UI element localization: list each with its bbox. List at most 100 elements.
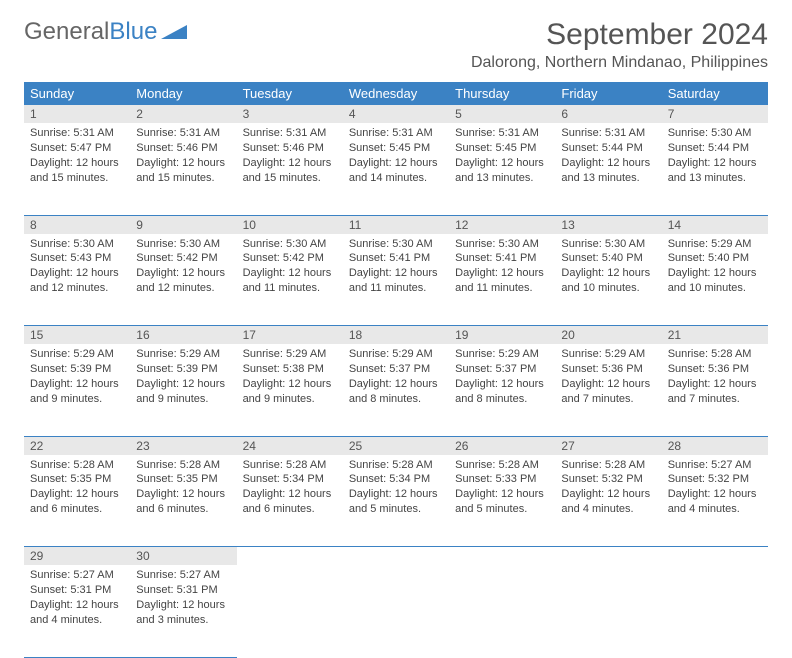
day-number: 9 bbox=[130, 216, 236, 234]
day-number: 11 bbox=[343, 216, 449, 234]
day-details: Sunrise: 5:30 AMSunset: 5:42 PMDaylight:… bbox=[237, 234, 343, 302]
day-details: Sunrise: 5:29 AMSunset: 5:37 PMDaylight:… bbox=[449, 344, 555, 412]
day-number: 28 bbox=[662, 437, 768, 455]
day-number: 4 bbox=[343, 105, 449, 123]
day-header-row: SundayMondayTuesdayWednesdayThursdayFrid… bbox=[24, 82, 768, 105]
day-number-cell: 18 bbox=[343, 326, 449, 345]
day-content-cell: Sunrise: 5:30 AMSunset: 5:41 PMDaylight:… bbox=[449, 234, 555, 326]
day-content-cell: Sunrise: 5:30 AMSunset: 5:41 PMDaylight:… bbox=[343, 234, 449, 326]
day-number: 12 bbox=[449, 216, 555, 234]
day-header: Thursday bbox=[449, 82, 555, 105]
day-details: Sunrise: 5:29 AMSunset: 5:36 PMDaylight:… bbox=[555, 344, 661, 412]
day-number: 30 bbox=[130, 547, 236, 565]
day-number: 7 bbox=[662, 105, 768, 123]
day-details: Sunrise: 5:31 AMSunset: 5:47 PMDaylight:… bbox=[24, 123, 130, 191]
day-details: Sunrise: 5:28 AMSunset: 5:36 PMDaylight:… bbox=[662, 344, 768, 412]
day-number-cell: 14 bbox=[662, 215, 768, 234]
day-content-cell: Sunrise: 5:29 AMSunset: 5:36 PMDaylight:… bbox=[555, 344, 661, 436]
day-content-cell: Sunrise: 5:31 AMSunset: 5:44 PMDaylight:… bbox=[555, 123, 661, 215]
day-number-cell bbox=[555, 547, 661, 566]
day-content-cell: Sunrise: 5:27 AMSunset: 5:31 PMDaylight:… bbox=[130, 565, 236, 657]
day-number: 26 bbox=[449, 437, 555, 455]
day-content-cell: Sunrise: 5:29 AMSunset: 5:39 PMDaylight:… bbox=[130, 344, 236, 436]
day-details: Sunrise: 5:31 AMSunset: 5:45 PMDaylight:… bbox=[449, 123, 555, 191]
day-details: Sunrise: 5:27 AMSunset: 5:31 PMDaylight:… bbox=[130, 565, 236, 633]
day-number: 14 bbox=[662, 216, 768, 234]
day-number-cell: 22 bbox=[24, 436, 130, 455]
day-content-cell bbox=[343, 565, 449, 657]
day-number-cell: 30 bbox=[130, 547, 236, 566]
day-number-cell bbox=[449, 547, 555, 566]
day-number: 6 bbox=[555, 105, 661, 123]
day-details: Sunrise: 5:28 AMSunset: 5:33 PMDaylight:… bbox=[449, 455, 555, 523]
day-details: Sunrise: 5:30 AMSunset: 5:44 PMDaylight:… bbox=[662, 123, 768, 191]
day-content-cell: Sunrise: 5:31 AMSunset: 5:45 PMDaylight:… bbox=[449, 123, 555, 215]
day-number: 23 bbox=[130, 437, 236, 455]
day-content-cell: Sunrise: 5:29 AMSunset: 5:37 PMDaylight:… bbox=[449, 344, 555, 436]
day-number-cell: 7 bbox=[662, 105, 768, 123]
week-daynum-row: 2930 bbox=[24, 547, 768, 566]
day-header: Wednesday bbox=[343, 82, 449, 105]
day-details: Sunrise: 5:29 AMSunset: 5:40 PMDaylight:… bbox=[662, 234, 768, 302]
logo-text-1: General bbox=[24, 18, 109, 46]
day-number-cell: 19 bbox=[449, 326, 555, 345]
day-number-cell: 2 bbox=[130, 105, 236, 123]
day-number-cell: 21 bbox=[662, 326, 768, 345]
day-details: Sunrise: 5:27 AMSunset: 5:32 PMDaylight:… bbox=[662, 455, 768, 523]
day-details: Sunrise: 5:28 AMSunset: 5:35 PMDaylight:… bbox=[24, 455, 130, 523]
day-header: Friday bbox=[555, 82, 661, 105]
month-title: September 2024 bbox=[471, 18, 768, 52]
day-number-cell: 29 bbox=[24, 547, 130, 566]
day-content-cell: Sunrise: 5:29 AMSunset: 5:39 PMDaylight:… bbox=[24, 344, 130, 436]
day-number-cell: 26 bbox=[449, 436, 555, 455]
day-number-cell: 1 bbox=[24, 105, 130, 123]
day-details: Sunrise: 5:28 AMSunset: 5:34 PMDaylight:… bbox=[343, 455, 449, 523]
day-content-cell: Sunrise: 5:30 AMSunset: 5:43 PMDaylight:… bbox=[24, 234, 130, 326]
day-number: 24 bbox=[237, 437, 343, 455]
day-number: 29 bbox=[24, 547, 130, 565]
day-details: Sunrise: 5:31 AMSunset: 5:46 PMDaylight:… bbox=[130, 123, 236, 191]
day-content-cell: Sunrise: 5:28 AMSunset: 5:34 PMDaylight:… bbox=[343, 455, 449, 547]
day-number: 20 bbox=[555, 326, 661, 344]
title-block: September 2024 Dalorong, Northern Mindan… bbox=[471, 18, 768, 72]
day-content-cell: Sunrise: 5:30 AMSunset: 5:42 PMDaylight:… bbox=[130, 234, 236, 326]
location: Dalorong, Northern Mindanao, Philippines bbox=[471, 54, 768, 72]
day-number-cell: 24 bbox=[237, 436, 343, 455]
day-number-cell: 16 bbox=[130, 326, 236, 345]
day-content-cell: Sunrise: 5:30 AMSunset: 5:44 PMDaylight:… bbox=[662, 123, 768, 215]
day-header: Tuesday bbox=[237, 82, 343, 105]
day-number-cell: 11 bbox=[343, 215, 449, 234]
day-header: Monday bbox=[130, 82, 236, 105]
day-number: 13 bbox=[555, 216, 661, 234]
day-number: 1 bbox=[24, 105, 130, 123]
day-number-cell: 27 bbox=[555, 436, 661, 455]
day-number-cell bbox=[343, 547, 449, 566]
day-number: 17 bbox=[237, 326, 343, 344]
day-details: Sunrise: 5:31 AMSunset: 5:44 PMDaylight:… bbox=[555, 123, 661, 191]
day-number: 16 bbox=[130, 326, 236, 344]
week-content-row: Sunrise: 5:29 AMSunset: 5:39 PMDaylight:… bbox=[24, 344, 768, 436]
day-number: 3 bbox=[237, 105, 343, 123]
day-header: Sunday bbox=[24, 82, 130, 105]
day-content-cell: Sunrise: 5:30 AMSunset: 5:42 PMDaylight:… bbox=[237, 234, 343, 326]
day-number: 27 bbox=[555, 437, 661, 455]
day-details: Sunrise: 5:27 AMSunset: 5:31 PMDaylight:… bbox=[24, 565, 130, 633]
day-content-cell: Sunrise: 5:29 AMSunset: 5:37 PMDaylight:… bbox=[343, 344, 449, 436]
day-number-cell: 5 bbox=[449, 105, 555, 123]
week-content-row: Sunrise: 5:30 AMSunset: 5:43 PMDaylight:… bbox=[24, 234, 768, 326]
week-content-row: Sunrise: 5:28 AMSunset: 5:35 PMDaylight:… bbox=[24, 455, 768, 547]
day-number: 18 bbox=[343, 326, 449, 344]
day-number: 15 bbox=[24, 326, 130, 344]
day-details: Sunrise: 5:30 AMSunset: 5:41 PMDaylight:… bbox=[449, 234, 555, 302]
day-content-cell bbox=[662, 565, 768, 657]
logo: GeneralBlue bbox=[24, 18, 187, 46]
day-number-cell bbox=[237, 547, 343, 566]
day-content-cell: Sunrise: 5:27 AMSunset: 5:31 PMDaylight:… bbox=[24, 565, 130, 657]
day-content-cell: Sunrise: 5:28 AMSunset: 5:32 PMDaylight:… bbox=[555, 455, 661, 547]
day-number-cell: 6 bbox=[555, 105, 661, 123]
day-number: 5 bbox=[449, 105, 555, 123]
day-number: 22 bbox=[24, 437, 130, 455]
day-details: Sunrise: 5:28 AMSunset: 5:35 PMDaylight:… bbox=[130, 455, 236, 523]
day-number-cell: 13 bbox=[555, 215, 661, 234]
day-content-cell: Sunrise: 5:28 AMSunset: 5:34 PMDaylight:… bbox=[237, 455, 343, 547]
